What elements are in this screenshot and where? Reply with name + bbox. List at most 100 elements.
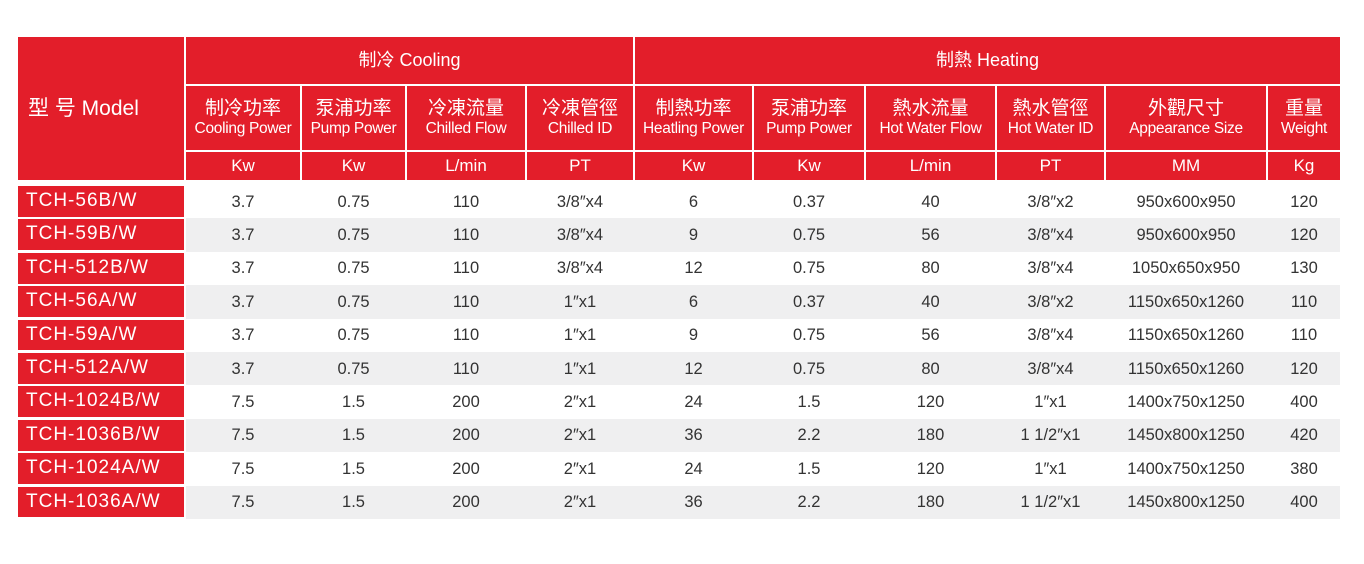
cell-value: 3/8″x4 bbox=[1027, 259, 1074, 278]
model-header-label: 型 号 Model bbox=[28, 96, 139, 120]
table-cell: 130 bbox=[1268, 252, 1340, 285]
table-cell: 3.7 bbox=[186, 252, 300, 285]
table-row bbox=[186, 352, 1340, 386]
table-cell: 3/8″x2 bbox=[997, 185, 1104, 218]
cell-value: 2″x1 bbox=[563, 493, 597, 512]
cell-value: 7.5 bbox=[231, 493, 255, 512]
cell-value: 7.5 bbox=[231, 459, 255, 478]
model-cell: TCH-1036A/W bbox=[18, 486, 184, 518]
cell-value: 80 bbox=[921, 259, 940, 278]
cell-value: 1.5 bbox=[342, 426, 365, 445]
column-header-zh: 外觀尺寸 bbox=[1147, 98, 1224, 120]
table-cell: 110 bbox=[1268, 285, 1340, 318]
column-header-zh: 泵浦功率 bbox=[315, 98, 392, 120]
cell-value: 1150x650x1260 bbox=[1127, 359, 1245, 378]
cell-value: 1450x800x1250 bbox=[1127, 493, 1245, 512]
table-cell: 3/8″x4 bbox=[997, 218, 1104, 251]
column-unit: L/min bbox=[407, 152, 525, 180]
cell-value: 180 bbox=[916, 426, 945, 445]
cell-value: 1050x650x950 bbox=[1131, 259, 1241, 278]
model-name: TCH-512B/W bbox=[26, 256, 149, 278]
cell-value: 1″x1 bbox=[563, 359, 597, 378]
table-cell: 400 bbox=[1268, 385, 1340, 418]
cell-value: 2″x1 bbox=[563, 426, 597, 445]
table-cell: 1.5 bbox=[302, 486, 405, 519]
model-cell: TCH-56B/W bbox=[18, 186, 184, 217]
table-cell: 400 bbox=[1268, 486, 1340, 519]
table-cell: 110 bbox=[407, 285, 525, 318]
table-cell: 0.75 bbox=[754, 252, 864, 285]
table-row bbox=[186, 185, 1340, 219]
table-cell: 1400x750x1250 bbox=[1106, 385, 1266, 418]
cell-value: 0.37 bbox=[792, 192, 826, 211]
table-cell: 80 bbox=[866, 252, 995, 285]
column-unit: Kg bbox=[1268, 152, 1340, 180]
cell-value: 400 bbox=[1290, 393, 1318, 412]
cell-value: 3/8″x4 bbox=[556, 226, 604, 245]
cell-value: 1″x1 bbox=[563, 326, 597, 345]
cell-value: 0.75 bbox=[337, 226, 370, 245]
cell-value: 36 bbox=[684, 426, 703, 445]
table-cell: 0.75 bbox=[302, 319, 405, 352]
cell-value: 0.37 bbox=[792, 292, 826, 311]
unit-label: Kg bbox=[1293, 155, 1315, 175]
table-cell: 0.75 bbox=[302, 352, 405, 385]
cell-value: 3.7 bbox=[231, 326, 255, 345]
cell-value: 36 bbox=[684, 493, 703, 512]
cell-value: 1.5 bbox=[797, 393, 821, 412]
cell-value: 200 bbox=[452, 493, 480, 512]
cell-value: 950x600x950 bbox=[1136, 192, 1236, 211]
table-cell: 200 bbox=[407, 452, 525, 485]
table-cell: 1450x800x1250 bbox=[1106, 486, 1266, 519]
column-header-en: Weight bbox=[1280, 119, 1328, 137]
table-cell: 950x600x950 bbox=[1106, 185, 1266, 218]
column-header: 熱水管徑 Hot Water ID bbox=[997, 86, 1104, 150]
cell-value: 2″x1 bbox=[563, 393, 597, 412]
cell-value: 0.75 bbox=[792, 359, 826, 378]
group-header-cooling: 制冷 Cooling bbox=[186, 37, 633, 84]
cell-value: 7.5 bbox=[231, 426, 255, 445]
cell-value: 120 bbox=[1290, 192, 1318, 211]
table-cell: 3.7 bbox=[186, 319, 300, 352]
table-row bbox=[186, 218, 1340, 252]
cell-value: 1.5 bbox=[797, 459, 821, 478]
cell-value: 7.5 bbox=[231, 393, 255, 412]
table-cell: 3/8″x4 bbox=[997, 252, 1104, 285]
table-cell: 3.7 bbox=[186, 352, 300, 385]
table-cell: 6 bbox=[635, 185, 752, 218]
table-cell: 1″x1 bbox=[527, 319, 633, 352]
column-header-en: Cooling Power bbox=[194, 119, 292, 137]
column-header-zh: 熱水管徑 bbox=[1012, 98, 1089, 120]
cell-value: 110 bbox=[452, 259, 480, 278]
table-cell: 56 bbox=[866, 218, 995, 251]
cell-value: 1450x800x1250 bbox=[1127, 426, 1245, 445]
table-cell: 24 bbox=[635, 452, 752, 485]
column-header-zh: 制熱功率 bbox=[655, 98, 732, 120]
table-row bbox=[186, 385, 1340, 419]
cell-value: 0.75 bbox=[792, 259, 826, 278]
column-unit: PT bbox=[997, 152, 1104, 180]
cell-value: 420 bbox=[1290, 426, 1318, 445]
table-cell: 110 bbox=[407, 218, 525, 251]
table-cell: 1.5 bbox=[302, 385, 405, 418]
column-header: 熱水流量 Hot Water Flow bbox=[866, 86, 995, 150]
cell-value: 1.5 bbox=[342, 493, 365, 512]
table-cell: 110 bbox=[407, 185, 525, 218]
cell-value: 0.75 bbox=[337, 292, 370, 311]
cell-value: 1150x650x1260 bbox=[1127, 292, 1245, 311]
cell-value: 120 bbox=[916, 459, 945, 478]
column-header-zh: 熱水流量 bbox=[892, 98, 969, 120]
cell-value: 110 bbox=[452, 359, 480, 378]
cell-value: 0.75 bbox=[792, 226, 826, 245]
cell-value: 56 bbox=[921, 326, 940, 345]
table-cell: 120 bbox=[1268, 185, 1340, 218]
cell-value: 3.7 bbox=[231, 226, 255, 245]
cell-value: 9 bbox=[688, 226, 699, 245]
cell-value: 110 bbox=[452, 226, 480, 245]
column-unit: MM bbox=[1106, 152, 1266, 180]
cell-value: 2.2 bbox=[797, 493, 821, 512]
table-cell: 56 bbox=[866, 319, 995, 352]
model-header: 型 号 Model bbox=[18, 37, 184, 180]
table-cell: 1050x650x950 bbox=[1106, 252, 1266, 285]
table-cell: 3/8″x4 bbox=[527, 218, 633, 251]
